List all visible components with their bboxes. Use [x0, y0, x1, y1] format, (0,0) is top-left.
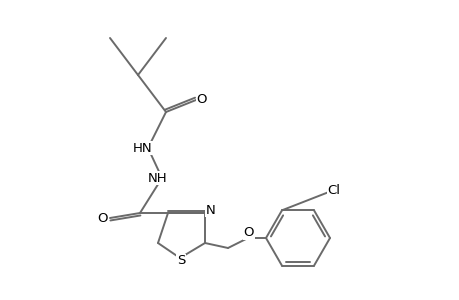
Text: NH: NH — [148, 172, 168, 184]
Text: O: O — [243, 226, 254, 239]
Text: O: O — [98, 212, 108, 224]
Text: S: S — [176, 254, 185, 268]
Text: HN: HN — [133, 142, 152, 154]
Text: Cl: Cl — [327, 184, 340, 196]
Text: O: O — [196, 92, 207, 106]
Text: N: N — [206, 203, 215, 217]
